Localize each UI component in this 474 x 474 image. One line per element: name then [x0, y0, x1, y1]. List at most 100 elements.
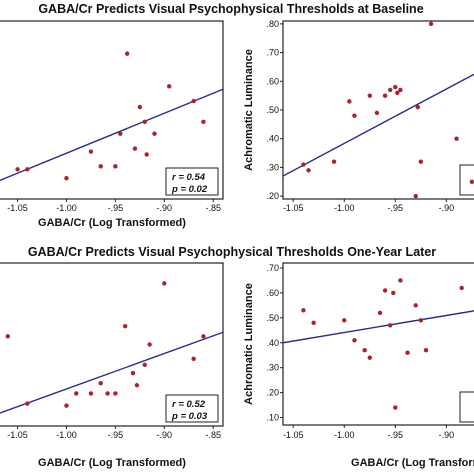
data-point: [118, 131, 123, 136]
data-point: [398, 87, 403, 93]
data-point: [144, 152, 149, 157]
y-tick-label: .30: [266, 162, 279, 172]
plot-frame-bottom-left: [0, 262, 224, 427]
x-tick-label: -.90: [157, 430, 173, 440]
x-tick-label: -1.05: [283, 203, 304, 213]
data-point: [393, 405, 398, 410]
y-tick-label: .10: [266, 413, 279, 423]
data-point: [388, 323, 393, 328]
xlabel-bottom-right: GABA/Cr (Log Transformed): [351, 457, 474, 469]
title-one-year-later: GABA/Cr Predicts Visual Psychophysical T…: [28, 245, 436, 259]
data-point: [418, 159, 424, 164]
data-point: [362, 348, 367, 353]
data-point: [352, 338, 357, 343]
data-point: [64, 176, 69, 181]
stats-box-bottom-left: r = 0.52 p = 0.03: [165, 394, 219, 423]
data-point: [191, 356, 196, 361]
stats-box-bottom-right: [459, 391, 474, 423]
data-point: [374, 110, 380, 116]
x-tick-label: -.90: [157, 203, 173, 213]
data-point: [306, 168, 311, 173]
y-tick-label: .60: [266, 288, 279, 298]
data-point: [64, 403, 69, 408]
plot-frame-top-left: [0, 20, 224, 200]
panel-3-plot-area: [283, 278, 474, 410]
x-tick-label: -1.00: [334, 430, 355, 440]
x-tick-label: -.95: [388, 203, 404, 213]
data-point: [5, 334, 10, 339]
data-point: [201, 334, 206, 339]
chart-marks: -1.05 -1.00 -.95 -.90 -.85 -1.05 -1.00 -.95 -.90…: [0, 19, 474, 440]
x-tick-label: -.90: [439, 430, 455, 440]
data-point: [201, 119, 206, 125]
data-point: [137, 104, 143, 110]
data-point: [413, 303, 418, 308]
panel-1-plot-area: [283, 21, 474, 199]
x-tick-label: -1.05: [7, 203, 28, 213]
data-point: [105, 391, 110, 396]
stat-p-bottom-left: p = 0.03: [171, 411, 208, 422]
x-tick-label: -1.05: [283, 430, 304, 440]
stats-box-top-left: r = 0.54 p = 0.02: [165, 167, 219, 196]
data-point: [88, 391, 94, 396]
data-point: [132, 146, 138, 151]
y-tick-label: .40: [266, 134, 279, 144]
data-point: [382, 288, 388, 293]
data-point: [124, 51, 130, 56]
data-point: [418, 318, 424, 323]
data-point: [191, 98, 196, 104]
fit-line: [0, 88, 223, 182]
title-baseline: GABA/Cr Predicts Visual Psychophysical T…: [38, 2, 423, 16]
data-point: [391, 290, 396, 296]
x-tick-label: -.95: [108, 430, 124, 440]
data-point: [130, 370, 136, 376]
data-point: [454, 136, 459, 141]
stat-p-top-left: p = 0.02: [171, 184, 208, 195]
data-point: [377, 310, 383, 316]
data-point: [113, 391, 118, 396]
x-tick-label: -.85: [205, 203, 221, 213]
data-point: [459, 285, 464, 291]
data-point: [113, 164, 118, 169]
x-tick-label: -1.00: [334, 203, 355, 213]
xlabel-bottom-left: GABA/Cr (Log Transformed): [38, 457, 186, 469]
ylabel-bottom-right: Achromatic Luminance: [243, 283, 255, 405]
data-point: [331, 159, 337, 164]
data-point: [25, 401, 30, 406]
y-tick-label: .20: [266, 191, 279, 201]
y-tick-label: .60: [266, 76, 279, 86]
data-point: [405, 350, 410, 355]
fit-line: [0, 331, 223, 414]
ylabel-top-right: Achromatic Luminance: [243, 49, 255, 171]
data-point: [142, 119, 147, 125]
data-point: [413, 193, 418, 199]
data-point: [301, 162, 306, 167]
data-point: [469, 179, 474, 184]
data-point: [74, 391, 79, 396]
y-tick-label: .70: [266, 263, 279, 273]
y-tick-label: .40: [266, 338, 279, 348]
data-point: [98, 164, 103, 169]
data-point: [301, 308, 306, 313]
y-tick-label: .20: [266, 388, 279, 398]
x-tick-label: -.90: [439, 203, 455, 213]
data-point: [88, 149, 94, 154]
data-point: [382, 93, 388, 98]
data-point: [166, 84, 172, 89]
plot-frame-top-right: [282, 20, 474, 200]
x-tick-label: -1.05: [7, 430, 28, 440]
data-point: [311, 320, 316, 326]
stat-r-top-left: r = 0.54: [172, 172, 206, 183]
data-point: [367, 93, 372, 98]
data-point: [98, 381, 103, 386]
data-point: [388, 87, 393, 93]
data-point: [415, 104, 420, 110]
x-tick-label: -1.00: [56, 203, 77, 213]
panel-0-plot-area: [0, 51, 223, 182]
data-point: [25, 167, 30, 172]
data-point: [428, 21, 434, 27]
y-tick-label: .80: [266, 19, 279, 29]
data-point: [352, 113, 357, 118]
stats-box-top-right: [459, 164, 474, 196]
